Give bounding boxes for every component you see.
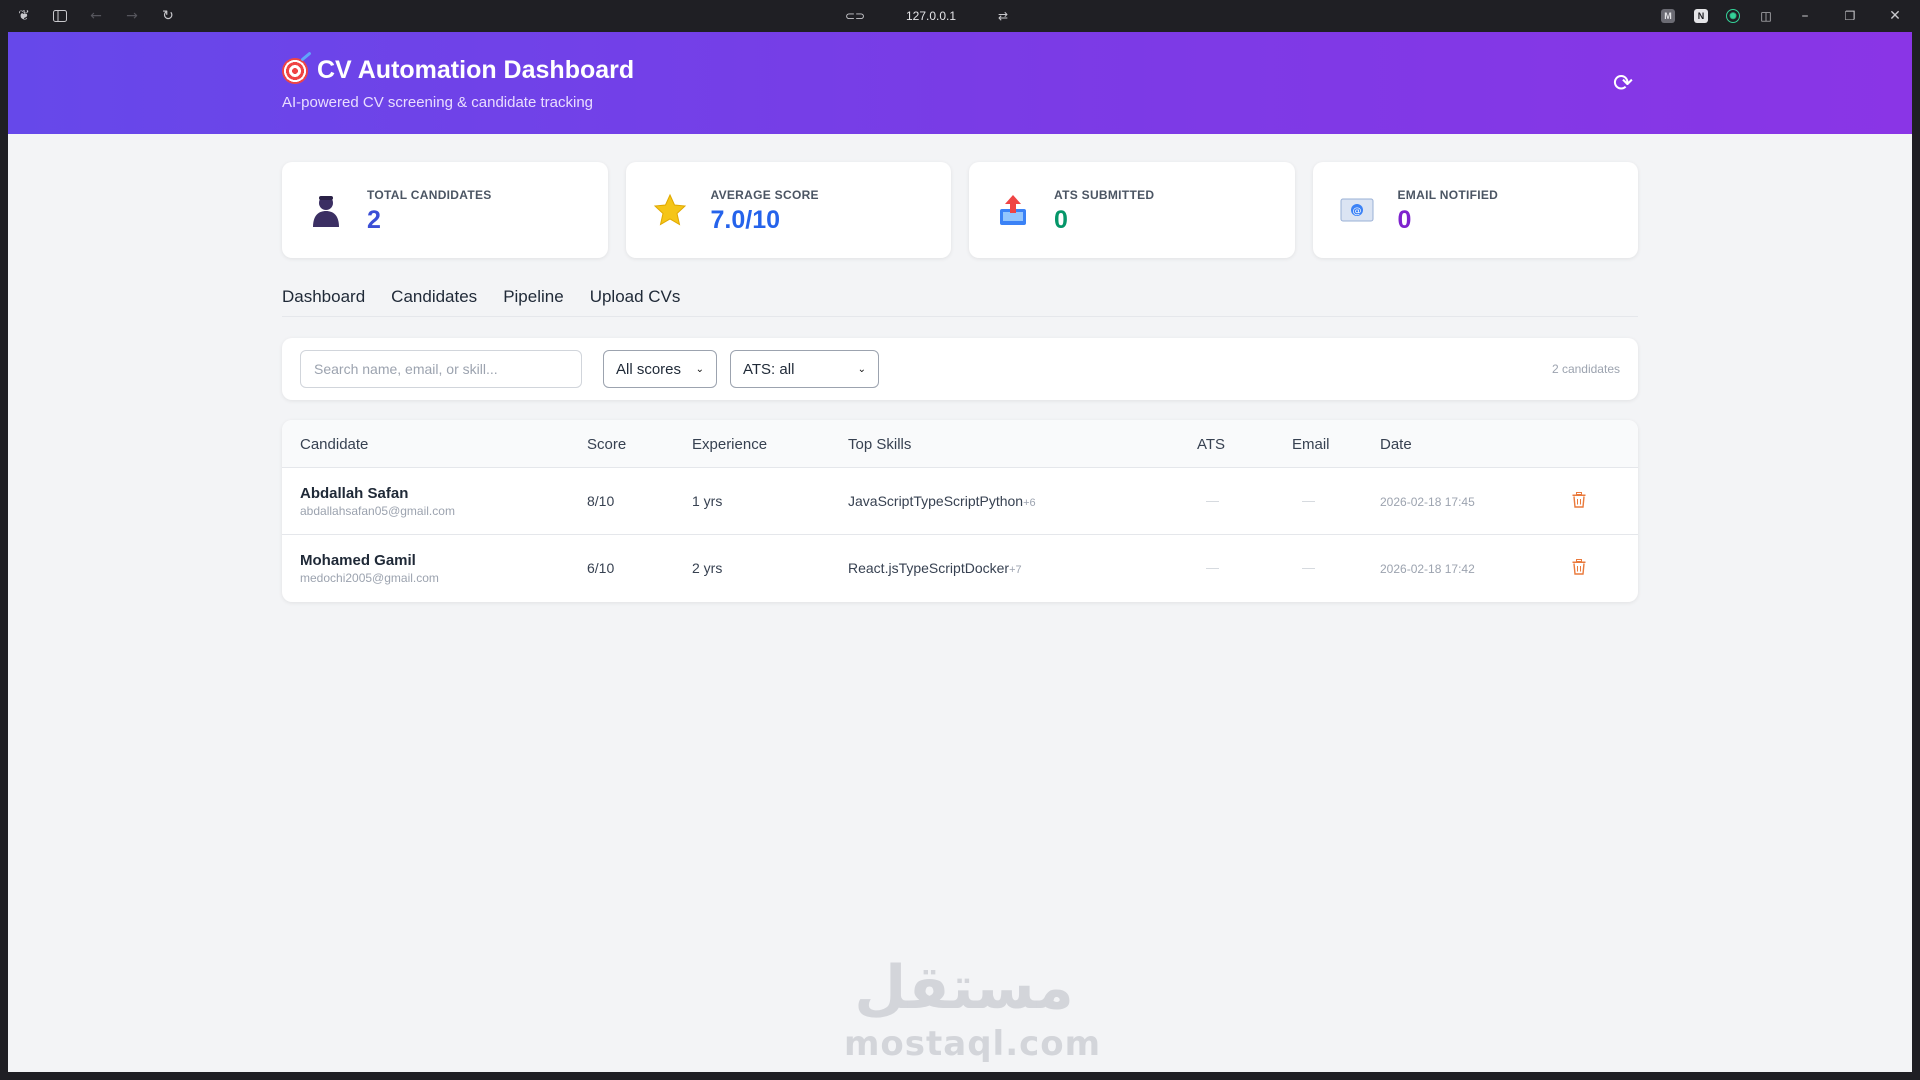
page-viewport: CV Automation Dashboard AI-powered CV sc… — [8, 32, 1912, 1072]
stat-label: ATS SUBMITTED — [1054, 188, 1155, 202]
tab-dashboard[interactable]: Dashboard — [282, 287, 366, 306]
table-row[interactable]: Mohamed Gamil medochi2005@gmail.com 6/10… — [282, 535, 1638, 602]
address-bar-url[interactable]: 127.0.0.1 — [906, 9, 957, 23]
workspace-icon[interactable]: ❦ — [18, 8, 30, 24]
stat-card-average-score: AVERAGE SCORE 7.0/10 — [625, 162, 951, 258]
site-settings-icon[interactable]: ⇄ — [997, 9, 1009, 23]
tab-upload-cvs[interactable]: Upload CVs — [589, 287, 681, 306]
svg-text:@: @ — [1352, 207, 1361, 217]
candidate-score: 8/10 — [587, 493, 615, 509]
tab-candidates[interactable]: Candidates — [391, 287, 478, 306]
column-header-email[interactable]: Email — [1292, 436, 1330, 453]
stat-value: 2 — [367, 206, 381, 234]
extension-m-icon[interactable]: M — [1661, 9, 1675, 23]
column-header-date[interactable]: Date — [1380, 436, 1412, 453]
back-icon[interactable]: ← — [90, 8, 102, 24]
star-icon — [652, 192, 688, 228]
filter-bar: All scores ⌄ ATS: all ⌄ 2 candidates — [282, 338, 1638, 400]
candidate-skills: JavaScriptTypeScriptPython+6 — [848, 493, 1036, 509]
sidebar-toggle-icon[interactable] — [51, 7, 69, 25]
column-header-score[interactable]: Score — [587, 436, 627, 453]
trash-icon[interactable] — [1572, 559, 1586, 575]
page-title: CV Automation Dashboard — [282, 56, 634, 85]
split-view-icon[interactable]: ◫ — [1760, 9, 1772, 23]
column-header-ats[interactable]: ATS — [1197, 436, 1226, 453]
table-row[interactable]: Abdallah Safan abdallahsafan05@gmail.com… — [282, 468, 1638, 535]
minimize-icon[interactable]: – — [1801, 8, 1809, 24]
candidate-email: medochi2005@gmail.com — [300, 571, 439, 585]
ats-filter-value: ATS: all — [743, 360, 795, 378]
link-icon[interactable]: ⊂⊃ — [844, 9, 866, 23]
candidate-experience: 2 yrs — [692, 560, 723, 576]
stat-card-ats-submitted: ATS SUBMITTED 0 — [969, 162, 1295, 258]
candidate-count: 2 candidates — [1551, 362, 1620, 376]
page-subtitle: AI-powered CV screening & candidate trac… — [282, 94, 594, 111]
restore-icon[interactable]: ❐ — [1844, 9, 1856, 23]
stat-value: 0 — [1397, 206, 1412, 234]
candidate-score: 6/10 — [587, 560, 615, 576]
table-header: Candidate Score Experience Top Skills AT… — [282, 420, 1638, 468]
page-title-text: CV Automation Dashboard — [317, 56, 635, 84]
email-icon: @ — [1339, 192, 1375, 228]
candidate-skills: React.jsTypeScriptDocker+7 — [848, 560, 1022, 576]
candidate-name: Abdallah Safan — [300, 485, 409, 502]
more-skills-count: +6 — [1023, 497, 1036, 509]
browser-toolbar: ❦ ← → ↻ ⊂⊃ 127.0.0.1 ⇄ M N ✺ ◫ – ❐ ✕ — [0, 0, 1920, 32]
candidate-date: 2026-02-18 17:45 — [1380, 495, 1475, 509]
chatgpt-icon[interactable]: ✺ — [1726, 9, 1740, 23]
outbox-tray-icon — [995, 192, 1031, 228]
ats-filter-select[interactable]: ATS: all ⌄ — [730, 350, 879, 388]
candidates-table: Candidate Score Experience Top Skills AT… — [282, 420, 1638, 602]
stat-card-email-notified: @ EMAIL NOTIFIED 0 — [1312, 162, 1638, 258]
stat-label: AVERAGE SCORE — [710, 188, 819, 202]
column-header-candidate[interactable]: Candidate — [300, 436, 369, 453]
candidate-date: 2026-02-18 17:42 — [1380, 562, 1475, 576]
candidate-email: abdallahsafan05@gmail.com — [300, 504, 455, 518]
stat-label: EMAIL NOTIFIED — [1397, 188, 1499, 202]
chevron-down-icon: ⌄ — [695, 363, 704, 375]
email-status: — — [1302, 560, 1315, 575]
tab-pipeline[interactable]: Pipeline — [503, 287, 564, 306]
column-header-experience[interactable]: Experience — [692, 436, 768, 453]
watermark-latin: mostaql.com — [844, 1024, 1102, 1064]
forward-icon[interactable]: → — [126, 8, 138, 24]
header-banner: CV Automation Dashboard AI-powered CV sc… — [8, 32, 1912, 134]
score-filter-value: All scores — [616, 360, 682, 378]
trash-icon[interactable] — [1572, 492, 1586, 508]
watermark-logo: مستقل mostaql.com — [844, 952, 1102, 1072]
stat-label: TOTAL CANDIDATES — [367, 188, 492, 202]
stat-value: 0 — [1054, 206, 1068, 234]
ats-status: — — [1206, 493, 1219, 508]
close-icon[interactable]: ✕ — [1889, 8, 1901, 24]
column-header-top-skills[interactable]: Top Skills — [848, 436, 912, 453]
search-input[interactable] — [300, 350, 582, 388]
stat-value: 7.0/10 — [710, 206, 781, 234]
watermark-arabic: مستقل — [854, 953, 1074, 1023]
skills-list: JavaScriptTypeScriptPython — [848, 493, 1024, 509]
ats-status: — — [1206, 560, 1219, 575]
chevron-down-icon: ⌄ — [857, 363, 866, 375]
nav-tabs: Dashboard Candidates Pipeline Upload CVs — [282, 287, 1638, 317]
candidate-name: Mohamed Gamil — [300, 552, 416, 569]
email-status: — — [1302, 493, 1315, 508]
candidate-experience: 1 yrs — [692, 493, 723, 509]
refresh-icon[interactable]: ⟳ — [1612, 69, 1634, 97]
score-filter-select[interactable]: All scores ⌄ — [603, 350, 717, 388]
notion-icon[interactable]: N — [1694, 9, 1708, 23]
reload-icon[interactable]: ↻ — [162, 8, 174, 24]
stat-card-total-candidates: TOTAL CANDIDATES 2 — [282, 162, 608, 258]
person-icon — [308, 192, 344, 228]
stats-row: TOTAL CANDIDATES 2 AVERAGE SCORE 7.0/10 … — [282, 162, 1638, 258]
more-skills-count: +7 — [1009, 564, 1022, 576]
skills-list: React.jsTypeScriptDocker — [848, 560, 1010, 576]
target-icon — [282, 57, 308, 84]
